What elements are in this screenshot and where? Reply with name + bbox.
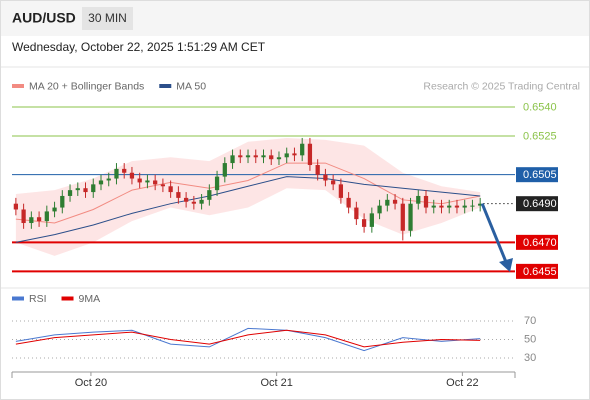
candle-body bbox=[160, 184, 166, 187]
candle-body bbox=[292, 153, 297, 156]
candle-body bbox=[261, 155, 266, 158]
legend-swatch bbox=[61, 296, 74, 301]
candle-body bbox=[423, 195, 429, 208]
current-label: 0.6490 bbox=[523, 198, 557, 210]
rsi-line bbox=[15, 327, 481, 352]
candle-body bbox=[106, 178, 111, 181]
legend-swatch bbox=[12, 296, 24, 301]
legend-swatch bbox=[12, 84, 24, 88]
candle-body bbox=[331, 180, 336, 185]
symbol: AUD/USD bbox=[12, 10, 76, 26]
x-tick-label: Oct 20 bbox=[75, 377, 107, 389]
candle-body bbox=[392, 199, 398, 204]
candle-body bbox=[98, 180, 104, 185]
candle-body bbox=[245, 155, 251, 158]
candle-body bbox=[253, 155, 258, 158]
candle-body bbox=[284, 153, 289, 158]
level-label: 0.6505 bbox=[523, 169, 557, 181]
candle-body bbox=[60, 195, 65, 208]
candle-body bbox=[400, 203, 405, 231]
candle-body bbox=[91, 184, 96, 193]
candle-body bbox=[52, 207, 57, 212]
y-tick-label: 70 bbox=[524, 315, 536, 327]
timeframe-box bbox=[82, 7, 133, 30]
candle-body bbox=[83, 188, 88, 193]
candle-body bbox=[36, 217, 42, 222]
level-label: 0.6455 bbox=[523, 266, 557, 278]
candle-body bbox=[439, 205, 444, 208]
candle-body bbox=[338, 184, 344, 198]
candle-body bbox=[361, 219, 367, 227]
candle-body bbox=[214, 176, 220, 191]
candle-body bbox=[478, 203, 483, 206]
candle-body bbox=[307, 143, 313, 166]
timeframe: 30 MIN bbox=[88, 11, 127, 25]
candle-body bbox=[67, 190, 73, 196]
candle-body bbox=[447, 205, 452, 208]
legend-label: MA 20 + Bollinger Bands bbox=[29, 80, 144, 92]
candle-body bbox=[323, 174, 328, 181]
candle-body bbox=[454, 205, 460, 208]
level-box bbox=[516, 167, 558, 183]
current-box bbox=[516, 196, 558, 212]
candle-body bbox=[29, 217, 34, 224]
level-label: 0.6470 bbox=[523, 237, 557, 249]
candle-body bbox=[408, 203, 413, 231]
candle-body bbox=[75, 188, 80, 191]
candle-body bbox=[222, 163, 227, 177]
candle-body bbox=[300, 143, 305, 156]
candle-body bbox=[21, 209, 26, 224]
candle-body bbox=[354, 207, 359, 220]
date: Wednesday, October 22, 2025 1:51:29 AM C… bbox=[12, 40, 266, 54]
candle-body bbox=[269, 155, 274, 160]
candle-body bbox=[462, 205, 467, 208]
ma50-line bbox=[15, 176, 481, 243]
source: Research © 2025 Trading Central bbox=[423, 80, 580, 92]
candle-body bbox=[13, 203, 18, 210]
level-label: 0.6540 bbox=[523, 101, 557, 113]
x-tick-label: Oct 21 bbox=[260, 377, 292, 389]
level-box bbox=[516, 263, 558, 279]
candle-body bbox=[183, 197, 189, 202]
candle-body bbox=[168, 186, 173, 193]
level-box bbox=[516, 234, 558, 250]
candle-body bbox=[230, 155, 235, 164]
legend-swatch bbox=[159, 84, 172, 88]
y-tick-label: 30 bbox=[524, 352, 536, 364]
legend-label: RSI bbox=[29, 293, 47, 305]
candle-body bbox=[129, 172, 135, 179]
candle-body bbox=[369, 213, 374, 227]
candle-body bbox=[199, 199, 204, 204]
forecast-arrow bbox=[480, 203, 508, 263]
y-tick-label: 50 bbox=[524, 333, 536, 345]
candle-body bbox=[346, 197, 351, 208]
candle-body bbox=[44, 211, 49, 222]
legend-label: 9MA bbox=[79, 293, 101, 305]
candle-body bbox=[145, 180, 150, 183]
candle-body bbox=[315, 165, 320, 175]
candle-body bbox=[153, 180, 158, 185]
candle-body bbox=[416, 195, 421, 204]
candle-body bbox=[470, 205, 475, 207]
candle-body bbox=[385, 199, 390, 206]
legend-label: MA 50 bbox=[176, 80, 206, 92]
candle-body bbox=[276, 157, 282, 160]
candle-body bbox=[176, 192, 181, 198]
candle-body bbox=[238, 155, 243, 158]
candle-body bbox=[191, 201, 196, 204]
candle-body bbox=[114, 168, 119, 179]
level-label: 0.6525 bbox=[523, 130, 557, 142]
x-tick-label: Oct 22 bbox=[446, 377, 478, 389]
arrow-head bbox=[499, 258, 513, 272]
candle-body bbox=[377, 205, 382, 214]
candle-body bbox=[122, 168, 127, 173]
candle-body bbox=[137, 178, 142, 183]
candle-body bbox=[431, 205, 436, 208]
rsi-line bbox=[15, 329, 481, 348]
candle-body bbox=[207, 190, 212, 200]
